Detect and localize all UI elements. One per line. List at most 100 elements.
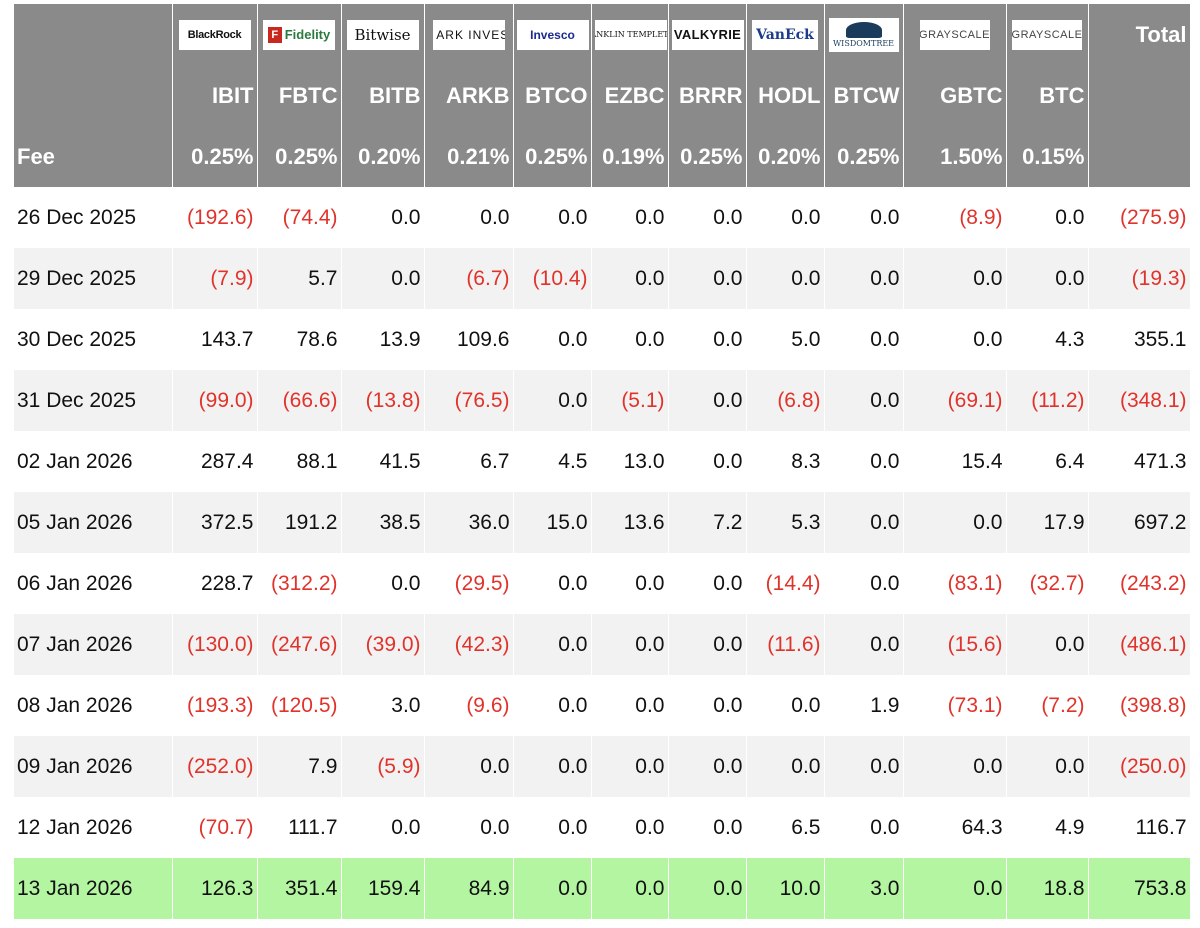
flow-cell-bitb: 0.0 (341, 797, 425, 858)
row-total: 471.3 (1088, 431, 1191, 492)
fee-value: 0.19% (591, 126, 669, 187)
ticker-header: BTCO (513, 65, 592, 126)
flow-cell-hodl: 5.3 (746, 492, 825, 553)
flow-cell-btco: 0.0 (513, 553, 592, 614)
flow-cell-bitb: (5.9) (341, 736, 425, 797)
invesco-logo: Invesco (516, 19, 589, 50)
ark-invest-logo: ▲ARK INVEST (432, 19, 505, 50)
blackrock-logo: BlackRock (178, 19, 251, 50)
row-total: 116.7 (1088, 797, 1191, 858)
tree-icon (845, 21, 882, 38)
row-date: 12 Jan 2026 (14, 797, 173, 858)
flow-cell-bitb: 0.0 (341, 187, 425, 248)
bitwise-logo: Bitwise (346, 19, 419, 50)
flow-cell-gbtc: 64.3 (903, 797, 1007, 858)
flow-cell-gbtc: (15.6) (903, 614, 1007, 675)
fee-value: 0.25% (172, 126, 258, 187)
flow-cell-ibit: 143.7 (172, 309, 258, 370)
row-date: 09 Jan 2026 (14, 736, 173, 797)
flow-cell-btc: 4.9 (1006, 797, 1089, 858)
flow-cell-ezbc: 0.0 (591, 248, 669, 309)
flow-cell-gbtc: 0.0 (903, 309, 1007, 370)
flow-cell-ibit: 228.7 (172, 553, 258, 614)
flow-cell-btcw: 0.0 (824, 797, 904, 858)
flow-cell-btcw: 0.0 (824, 614, 904, 675)
flow-cell-btco: 0.0 (513, 736, 592, 797)
flow-cell-btco: 0.0 (513, 187, 592, 248)
flow-cell-brrr: 0.0 (668, 553, 747, 614)
flow-cell-ezbc: 0.0 (591, 858, 669, 919)
flow-cell-fbtc: (66.6) (257, 370, 342, 431)
flow-cell-ezbc: 0.0 (591, 614, 669, 675)
flow-cell-btc: 0.0 (1006, 736, 1089, 797)
fee-value: 0.25% (257, 126, 342, 187)
table-row: 02 Jan 2026 287.4 88.1 41.5 6.7 4.5 13.0 0.0 8.3… (14, 431, 1191, 492)
flow-cell-ezbc: 0.0 (591, 309, 669, 370)
flow-cell-bitb: 0.0 (341, 248, 425, 309)
logo-cell: WISDOMTREE (824, 4, 904, 65)
flow-cell-btc: (11.2) (1006, 370, 1089, 431)
flow-cell-bitb: 13.9 (341, 309, 425, 370)
row-date: 30 Dec 2025 (14, 309, 173, 370)
logo-cell: BlackRock (172, 4, 258, 65)
flow-cell-btc: (7.2) (1006, 675, 1089, 736)
total-header: Total (1088, 4, 1191, 65)
row-total: 697.2 (1088, 492, 1191, 553)
flow-cell-bitb: 38.5 (341, 492, 425, 553)
row-total: (250.0) (1088, 736, 1191, 797)
fidelity-logo: F Fidelity (263, 19, 335, 50)
flow-cell-ezbc: 13.0 (591, 431, 669, 492)
flow-cell-hodl: 8.3 (746, 431, 825, 492)
row-total: 753.8 (1088, 858, 1191, 919)
row-total: (398.8) (1088, 675, 1191, 736)
logo-cell: ▲ARK INVEST (424, 4, 514, 65)
flow-cell-ezbc: 0.0 (591, 675, 669, 736)
flow-cell-arkb: (76.5) (424, 370, 514, 431)
row-date: 29 Dec 2025 (14, 248, 173, 309)
logo-cell: GRAYSCALE (903, 4, 1007, 65)
flow-cell-btc: 6.4 (1006, 431, 1089, 492)
flow-cell-brrr: 0.0 (668, 675, 747, 736)
ticker-header: BTC (1006, 65, 1089, 126)
flow-cell-fbtc: 88.1 (257, 431, 342, 492)
flow-cell-arkb: 6.7 (424, 431, 514, 492)
flow-cell-btcw: 0.0 (824, 187, 904, 248)
franklin-templeton-logo: FRANKLIN TEMPLETON (594, 19, 667, 50)
flow-cell-arkb: 36.0 (424, 492, 514, 553)
flow-cell-ibit: 126.3 (172, 858, 258, 919)
valkyrie-logo: VALKYRIE (671, 19, 744, 50)
flow-cell-gbtc: 0.0 (903, 736, 1007, 797)
flow-cell-hodl: 0.0 (746, 187, 825, 248)
fidelity-mark-icon: F (267, 26, 282, 43)
flow-cell-ibit: (130.0) (172, 614, 258, 675)
flow-cell-btcw: 3.0 (824, 858, 904, 919)
flow-cell-arkb: 0.0 (424, 797, 514, 858)
flow-cell-bitb: 41.5 (341, 431, 425, 492)
flow-cell-btcw: 0.0 (824, 370, 904, 431)
flow-cell-gbtc: (73.1) (903, 675, 1007, 736)
flow-cell-btco: 0.0 (513, 614, 592, 675)
ticker-header: BTCW (824, 65, 904, 126)
flow-cell-bitb: (39.0) (341, 614, 425, 675)
flow-cell-hodl: (14.4) (746, 553, 825, 614)
flow-cell-btc: 0.0 (1006, 614, 1089, 675)
row-date: 07 Jan 2026 (14, 614, 173, 675)
flow-cell-hodl: 10.0 (746, 858, 825, 919)
ticker-header: BITB (341, 65, 425, 126)
flow-cell-bitb: 3.0 (341, 675, 425, 736)
flow-cell-btc: 0.0 (1006, 248, 1089, 309)
flow-cell-gbtc: (8.9) (903, 187, 1007, 248)
flow-cell-brrr: 0.0 (668, 736, 747, 797)
fee-value: 0.25% (513, 126, 592, 187)
flow-cell-hodl: 5.0 (746, 309, 825, 370)
fee-row: Fee 0.25% 0.25% 0.20% 0.21% 0.25% 0.19% … (14, 126, 1191, 187)
ticker-row: IBIT FBTC BITB ARKB BTCO EZBC BRRR HODL … (14, 65, 1191, 126)
table-row: 31 Dec 2025 (99.0) (66.6) (13.8) (76.5) 0.0 (5… (14, 370, 1191, 431)
flow-cell-btc: 0.0 (1006, 187, 1089, 248)
flow-cell-btc: 18.8 (1006, 858, 1089, 919)
flow-cell-gbtc: 0.0 (903, 492, 1007, 553)
flow-cell-btcw: 0.0 (824, 492, 904, 553)
flow-cell-ibit: (7.9) (172, 248, 258, 309)
